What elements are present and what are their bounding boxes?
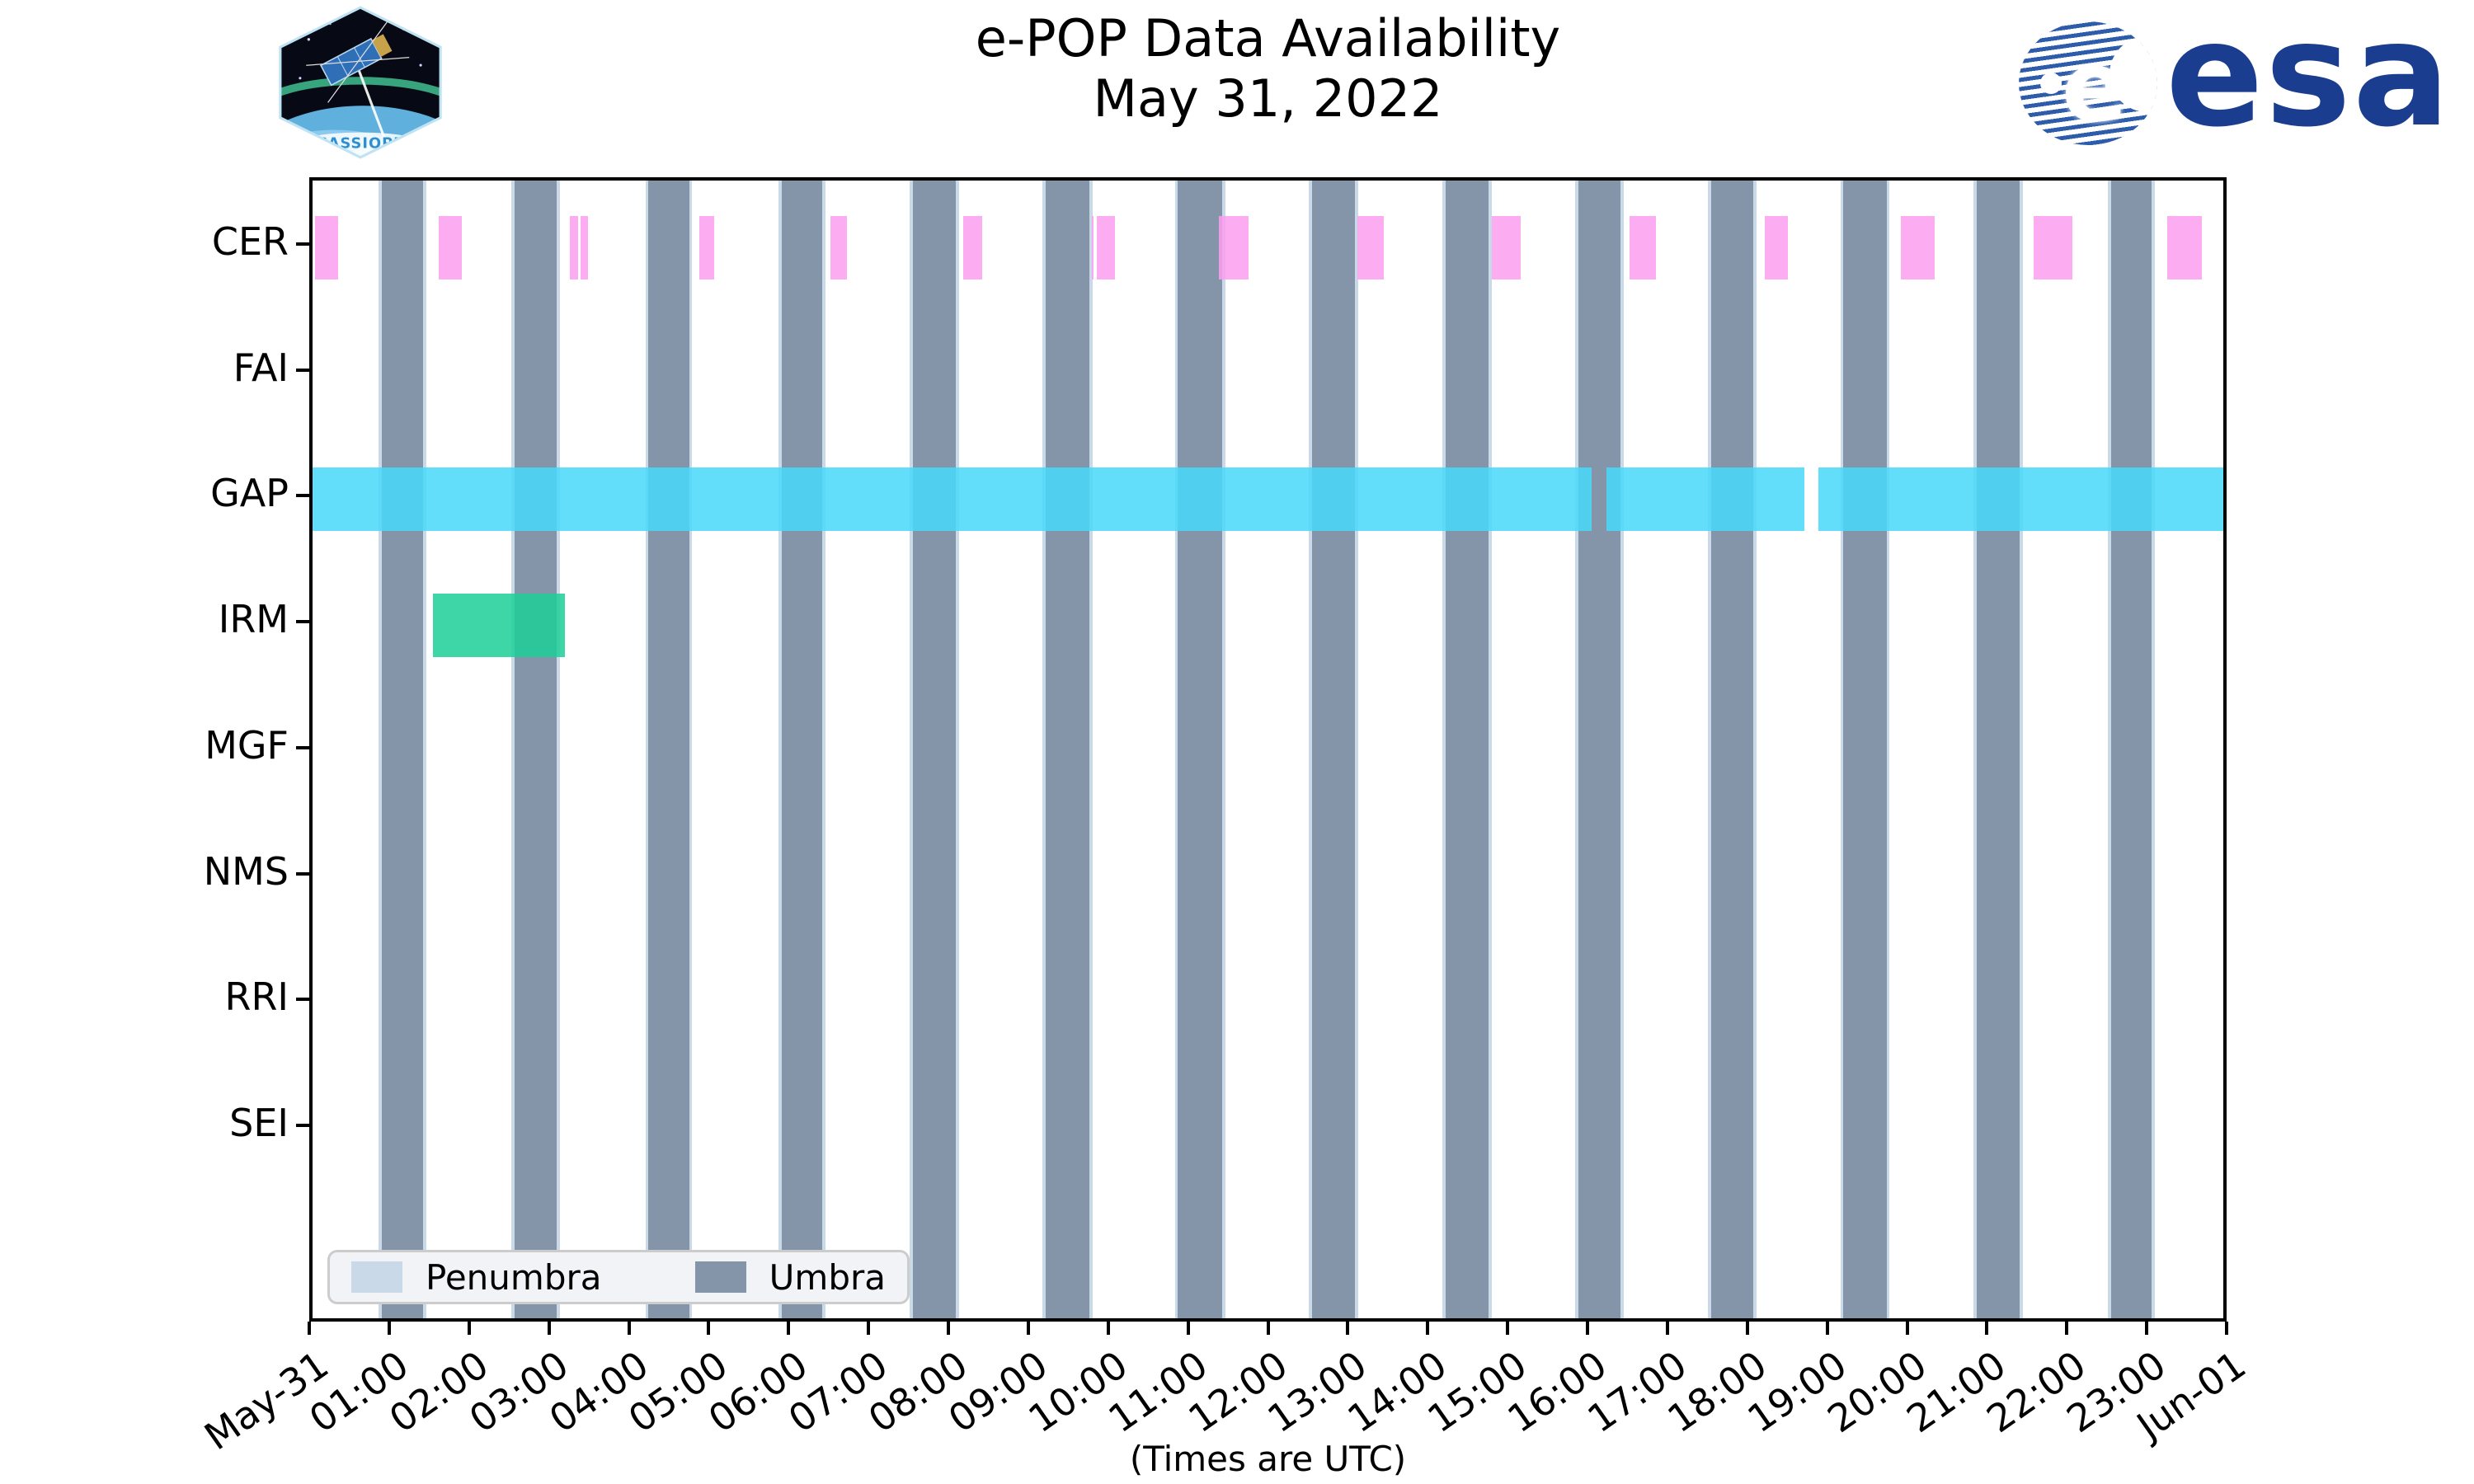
x-tick-mark xyxy=(1106,1322,1110,1335)
x-tick-mark xyxy=(627,1322,631,1335)
cer-data-interval xyxy=(830,215,847,279)
cer-data-interval xyxy=(1218,215,1249,279)
cassiope-badge-icon: CASSIOPE xyxy=(279,6,442,159)
cer-data-interval xyxy=(581,215,589,279)
x-tick-mark xyxy=(2225,1322,2228,1335)
x-tick-mark xyxy=(1586,1322,1589,1335)
cer-data-interval xyxy=(1491,215,1521,279)
y-tick-mark xyxy=(296,998,309,1002)
umbra-interval xyxy=(1178,181,1223,1318)
x-tick-mark xyxy=(1905,1322,1909,1335)
cer-data-interval xyxy=(1096,215,1116,279)
x-tick-mark xyxy=(2145,1322,2149,1335)
cer-data-interval xyxy=(1901,215,1935,279)
cer-data-interval xyxy=(438,215,463,279)
umbra-swatch-icon xyxy=(694,1261,746,1293)
x-tick-mark xyxy=(1745,1322,1749,1335)
umbra-interval xyxy=(1445,181,1489,1318)
y-tick-label-irm: IRM xyxy=(218,597,289,642)
x-tick-mark xyxy=(547,1322,551,1335)
cer-data-interval xyxy=(962,215,982,279)
y-tick-label-cer: CER xyxy=(211,219,289,264)
y-tick-label-sei: SEI xyxy=(229,1100,289,1145)
umbra-interval xyxy=(515,181,557,1318)
irm-data-interval xyxy=(432,593,566,657)
x-tick-mark xyxy=(1186,1322,1190,1335)
umbra-interval xyxy=(1311,181,1355,1318)
y-tick-mark xyxy=(296,745,309,749)
cer-data-interval xyxy=(569,215,579,279)
umbra-interval xyxy=(1046,181,1090,1318)
cer-data-interval xyxy=(1764,215,1788,279)
cassiope-mission-badge: CASSIOPE xyxy=(270,5,450,160)
y-tick-mark xyxy=(296,620,309,624)
esa-globe-icon: e xyxy=(2019,21,2157,145)
satellite-icon xyxy=(306,19,410,103)
y-tick-label-rri: RRI xyxy=(224,974,289,1020)
x-tick-mark xyxy=(1346,1322,1350,1335)
chart-title-block: e-POP Data Availability May 31, 2022 xyxy=(309,8,2227,129)
cer-data-interval xyxy=(2167,215,2202,279)
umbra-interval xyxy=(781,181,822,1318)
umbra-interval xyxy=(1578,181,1621,1318)
umbra-interval xyxy=(381,181,424,1318)
cer-data-interval xyxy=(1357,215,1385,279)
x-tick-mark xyxy=(387,1322,391,1335)
x-tick-mark xyxy=(1266,1322,1270,1335)
x-tick-mark xyxy=(1985,1322,1989,1335)
cer-data-interval xyxy=(699,215,714,279)
x-tick-mark xyxy=(787,1322,791,1335)
y-tick-label-mgf: MGF xyxy=(205,722,289,768)
x-axis-label: (Times are UTC) xyxy=(1129,1439,1407,1479)
y-tick-mark xyxy=(296,242,309,246)
y-tick-mark xyxy=(296,368,309,372)
chart-subtitle: May 31, 2022 xyxy=(1093,68,1443,129)
y-tick-label-fai: FAI xyxy=(233,345,289,390)
y-tick-label-gap: GAP xyxy=(210,471,289,516)
esa-globe-e-icon: e xyxy=(2062,30,2128,143)
x-tick-mark xyxy=(308,1322,311,1335)
satellite-beam xyxy=(355,64,388,143)
gap-data-interval xyxy=(1818,467,2223,531)
umbra-legend-label: Umbra xyxy=(769,1256,886,1298)
umbra-interval xyxy=(648,181,689,1318)
y-tick-mark xyxy=(296,1123,309,1127)
badge-hexagon-border xyxy=(279,6,442,159)
umbra-interval xyxy=(1976,181,2020,1318)
x-tick-mark xyxy=(707,1322,711,1335)
x-tick-mark xyxy=(1026,1322,1030,1335)
x-tick-mark xyxy=(867,1322,871,1335)
esa-wordmark: esa xyxy=(2166,0,2452,159)
x-tick-mark xyxy=(1665,1322,1669,1335)
esa-logo: e esa xyxy=(2019,0,2450,159)
x-tick-mark xyxy=(1426,1322,1430,1335)
umbra-interval xyxy=(912,181,957,1318)
x-tick-mark xyxy=(947,1322,950,1335)
penumbra-swatch-icon xyxy=(351,1261,402,1293)
gap-data-interval xyxy=(313,467,1592,531)
cer-data-interval xyxy=(1629,215,1656,279)
umbra-interval xyxy=(1711,181,1754,1318)
y-tick-mark xyxy=(296,494,309,498)
umbra-interval xyxy=(1843,181,1887,1318)
x-tick-mark xyxy=(467,1322,471,1335)
gap-data-interval xyxy=(1606,467,1805,531)
umbra-interval xyxy=(2110,181,2152,1318)
esa-globe-dot xyxy=(2040,73,2062,94)
eclipse-legend: Penumbra Umbra xyxy=(327,1250,910,1304)
x-tick-mark xyxy=(1825,1322,1829,1335)
penumbra-legend-label: Penumbra xyxy=(426,1256,602,1298)
cer-data-interval xyxy=(2034,215,2072,279)
x-tick-mark xyxy=(2065,1322,2069,1335)
x-tick-mark xyxy=(1506,1322,1510,1335)
cassiope-badge-label: CASSIOPE xyxy=(317,135,405,152)
chart-title: e-POP Data Availability xyxy=(975,8,1561,68)
y-tick-mark xyxy=(296,871,309,876)
timeline-plot-area xyxy=(309,177,2227,1322)
y-tick-label-nms: NMS xyxy=(203,848,289,894)
cer-data-interval xyxy=(314,215,338,279)
cer-data-interval xyxy=(1092,215,1094,279)
